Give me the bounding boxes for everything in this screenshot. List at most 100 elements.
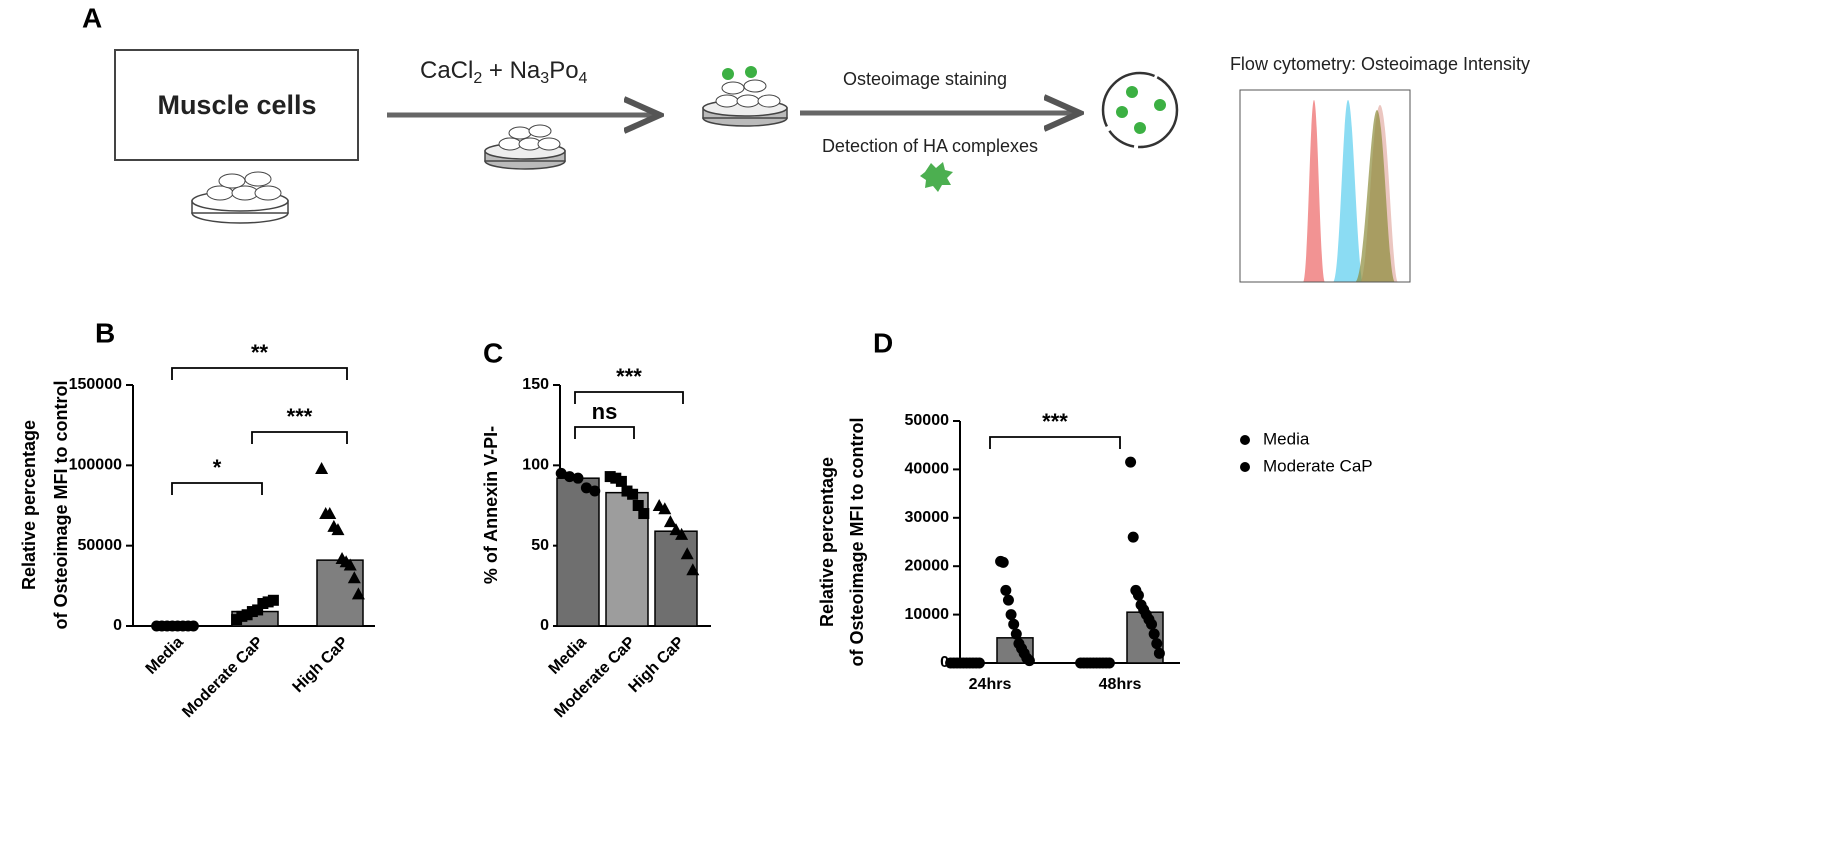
legend-marker — [1240, 435, 1250, 445]
formula-part: 4 — [579, 70, 588, 87]
chart: C% of Annexin V-PI-050100150MediaModerat… — [481, 337, 711, 721]
y-tick-label: 10000 — [905, 606, 950, 623]
y-axis-label: % of Annexin V-PI- — [481, 426, 501, 584]
significance-label: ns — [592, 399, 618, 424]
y-tick-label: 20000 — [905, 557, 950, 574]
legend-label: Moderate CaP — [1263, 456, 1373, 475]
significance-label: *** — [616, 364, 642, 389]
legend-label: Media — [1263, 429, 1310, 448]
y-tick-label: 40000 — [905, 461, 950, 478]
data-point — [621, 485, 633, 497]
data-point — [331, 523, 345, 536]
dish — [484, 124, 566, 170]
y-tick-label: 50000 — [78, 537, 123, 554]
data-point — [315, 462, 329, 475]
flow-title: Flow cytometry: Osteoimage Intensity — [1230, 54, 1530, 74]
significance-label: ** — [251, 340, 269, 365]
significance-label: *** — [1042, 409, 1068, 434]
step-label: Osteoimage staining — [843, 69, 1007, 89]
x-tick-label: 24hrs — [969, 676, 1012, 693]
formula-part: 3 — [540, 70, 549, 87]
data-point — [615, 475, 627, 487]
data-point — [580, 482, 592, 494]
y-tick-label: 50000 — [905, 412, 950, 429]
significance-bracket — [171, 367, 348, 380]
y-axis-label: of Osteoimage MFI to control — [51, 380, 71, 629]
bar — [654, 530, 698, 627]
data-point — [1008, 618, 1020, 630]
y-tick-label: 0 — [113, 617, 122, 634]
data-point — [323, 507, 337, 520]
significance-label: * — [213, 455, 222, 480]
data-point — [1023, 655, 1035, 667]
data-point — [1125, 456, 1137, 468]
panel-letter: D — [873, 327, 893, 358]
data-point — [1103, 657, 1115, 669]
data-point — [973, 657, 985, 669]
dish — [702, 66, 788, 127]
dish — [191, 171, 289, 224]
schematic: A Muscle cells CaCl2 + Na3Po4 O — [82, 2, 1530, 283]
significance-bracket — [574, 391, 684, 404]
box-label: Muscle cells — [157, 90, 316, 120]
y-tick-label: 100 — [522, 457, 549, 474]
data-point — [604, 471, 616, 483]
data-point — [1146, 618, 1158, 630]
bar — [556, 477, 600, 627]
data-point — [669, 523, 683, 536]
data-point — [252, 604, 264, 616]
x-tick-label: Moderate CaP — [179, 634, 267, 722]
data-point — [1127, 531, 1139, 543]
y-tick-label: 150000 — [69, 376, 122, 393]
y-tick-label: 100000 — [69, 457, 122, 474]
data-point — [675, 527, 689, 540]
data-point — [610, 472, 622, 484]
data-point — [1148, 628, 1160, 640]
data-point — [572, 472, 584, 484]
ha-complex-icon — [920, 162, 953, 192]
data-point — [589, 485, 601, 497]
data-point — [1153, 647, 1165, 659]
bar — [316, 559, 364, 627]
data-point — [1010, 628, 1022, 640]
x-tick-label: 48hrs — [1099, 676, 1142, 693]
data-point — [1005, 609, 1017, 621]
significance-bracket — [989, 436, 1121, 449]
formula-part: CaCl — [420, 57, 473, 84]
formula-part: 2 — [473, 70, 482, 87]
data-point — [638, 508, 650, 520]
data-point — [1151, 638, 1163, 650]
data-point — [347, 571, 361, 584]
data-point — [343, 558, 357, 571]
step-label: Detection of HA complexes — [822, 136, 1038, 156]
significance-bracket — [171, 482, 263, 495]
x-tick-label: Media — [546, 634, 590, 678]
panel-letter: C — [483, 337, 503, 368]
data-point — [632, 500, 644, 511]
chart: D Relative percentage of Osteoimage MFI to… — [817, 327, 1373, 693]
formula-part: Po — [549, 57, 578, 84]
y-tick-label: 0 — [540, 617, 549, 634]
y-tick-label: 0 — [940, 654, 949, 671]
x-tick-label: Media — [143, 634, 187, 678]
panel-letter: A — [82, 2, 102, 33]
stained-cell — [1101, 71, 1179, 149]
flow-histogram — [1239, 89, 1411, 283]
y-axis-label: of Osteoimage MFI to control — [847, 417, 867, 666]
data-point — [1132, 589, 1144, 601]
y-tick-label: 30000 — [905, 509, 950, 526]
formula: CaCl2 + Na3Po4 — [420, 57, 588, 87]
legend-marker — [1240, 462, 1250, 472]
data-point — [663, 515, 677, 528]
cell-box — [114, 49, 359, 161]
y-axis-label: Relative percentage — [817, 457, 837, 627]
data-point — [658, 502, 672, 515]
y-tick-label: 150 — [522, 376, 549, 393]
data-point — [351, 587, 365, 600]
formula-part: + Na — [482, 57, 541, 84]
data-point — [1000, 584, 1012, 596]
panel-letter: B — [95, 317, 115, 348]
chart: B Relative percentage of Osteoimage MFI to… — [19, 317, 375, 721]
y-axis-label: Relative percentage — [19, 420, 39, 590]
